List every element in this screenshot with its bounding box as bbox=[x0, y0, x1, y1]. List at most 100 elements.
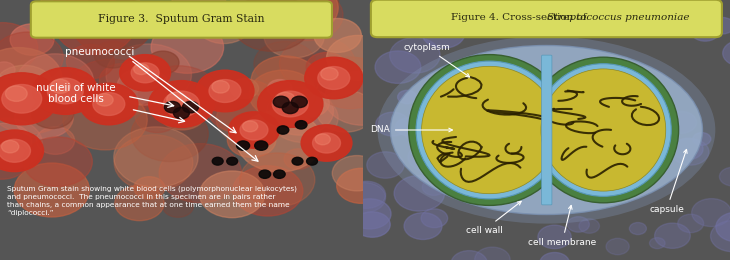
Circle shape bbox=[147, 51, 179, 74]
Circle shape bbox=[296, 121, 307, 129]
Circle shape bbox=[196, 4, 252, 44]
Circle shape bbox=[66, 0, 118, 25]
Circle shape bbox=[0, 48, 62, 110]
Circle shape bbox=[28, 78, 58, 99]
Circle shape bbox=[31, 98, 74, 128]
Circle shape bbox=[151, 21, 223, 73]
Circle shape bbox=[231, 0, 278, 17]
Circle shape bbox=[255, 141, 268, 150]
Circle shape bbox=[94, 41, 131, 68]
Circle shape bbox=[307, 157, 318, 165]
Circle shape bbox=[280, 37, 356, 91]
Circle shape bbox=[0, 139, 31, 162]
Circle shape bbox=[314, 18, 361, 53]
Circle shape bbox=[93, 93, 125, 115]
Circle shape bbox=[723, 40, 730, 66]
Circle shape bbox=[68, 59, 154, 121]
Circle shape bbox=[209, 80, 241, 102]
Text: pneumococci: pneumococci bbox=[65, 47, 134, 57]
Circle shape bbox=[325, 71, 401, 125]
Circle shape bbox=[258, 81, 323, 127]
Circle shape bbox=[398, 90, 417, 104]
FancyBboxPatch shape bbox=[542, 55, 552, 205]
Circle shape bbox=[292, 157, 303, 165]
Circle shape bbox=[288, 8, 323, 34]
Circle shape bbox=[320, 68, 338, 80]
Circle shape bbox=[106, 44, 191, 105]
Circle shape bbox=[672, 138, 703, 160]
Circle shape bbox=[120, 55, 171, 91]
Circle shape bbox=[376, 112, 410, 136]
Circle shape bbox=[47, 0, 94, 29]
Circle shape bbox=[159, 144, 242, 203]
Circle shape bbox=[315, 57, 386, 109]
Circle shape bbox=[312, 133, 340, 153]
Circle shape bbox=[691, 21, 720, 41]
Circle shape bbox=[199, 171, 265, 218]
Text: Streptococcus pneumoniae: Streptococcus pneumoniae bbox=[547, 14, 689, 22]
Circle shape bbox=[182, 101, 199, 113]
Circle shape bbox=[163, 195, 193, 217]
Circle shape bbox=[409, 15, 435, 34]
Circle shape bbox=[99, 63, 145, 96]
Circle shape bbox=[227, 157, 238, 165]
Circle shape bbox=[134, 64, 149, 75]
Circle shape bbox=[312, 0, 339, 11]
Circle shape bbox=[343, 183, 385, 213]
Circle shape bbox=[17, 54, 93, 109]
Circle shape bbox=[0, 78, 26, 107]
Circle shape bbox=[149, 81, 214, 127]
Circle shape bbox=[283, 102, 299, 114]
Circle shape bbox=[375, 51, 421, 83]
Circle shape bbox=[692, 199, 730, 226]
Circle shape bbox=[114, 135, 193, 191]
Circle shape bbox=[672, 139, 709, 165]
Circle shape bbox=[206, 79, 282, 134]
Circle shape bbox=[451, 251, 488, 260]
Circle shape bbox=[348, 199, 391, 229]
Circle shape bbox=[390, 37, 440, 73]
Circle shape bbox=[216, 93, 289, 146]
Circle shape bbox=[710, 220, 730, 252]
Circle shape bbox=[404, 125, 427, 141]
Circle shape bbox=[240, 153, 315, 207]
Circle shape bbox=[164, 91, 199, 117]
Circle shape bbox=[347, 181, 385, 208]
Circle shape bbox=[567, 217, 589, 232]
Ellipse shape bbox=[377, 36, 715, 224]
Circle shape bbox=[354, 212, 391, 237]
Circle shape bbox=[50, 79, 70, 93]
Circle shape bbox=[91, 0, 121, 20]
Ellipse shape bbox=[541, 69, 666, 191]
Circle shape bbox=[139, 18, 164, 36]
Circle shape bbox=[264, 15, 324, 58]
Circle shape bbox=[272, 0, 343, 41]
Circle shape bbox=[650, 238, 665, 249]
Circle shape bbox=[159, 96, 206, 130]
Circle shape bbox=[40, 0, 100, 26]
Circle shape bbox=[117, 68, 169, 105]
Circle shape bbox=[134, 177, 165, 199]
Circle shape bbox=[254, 42, 316, 86]
Circle shape bbox=[404, 213, 442, 239]
Circle shape bbox=[579, 219, 599, 233]
FancyBboxPatch shape bbox=[371, 0, 722, 37]
Circle shape bbox=[273, 96, 289, 108]
Circle shape bbox=[315, 134, 331, 145]
Circle shape bbox=[284, 149, 312, 169]
Circle shape bbox=[172, 0, 226, 22]
Circle shape bbox=[629, 223, 647, 235]
Text: cell wall: cell wall bbox=[466, 201, 521, 235]
Circle shape bbox=[47, 78, 83, 104]
Circle shape bbox=[261, 0, 338, 36]
Circle shape bbox=[251, 56, 319, 105]
Circle shape bbox=[720, 167, 730, 186]
Circle shape bbox=[0, 118, 42, 170]
Circle shape bbox=[266, 87, 334, 135]
Circle shape bbox=[606, 238, 629, 255]
Circle shape bbox=[174, 107, 189, 119]
Circle shape bbox=[0, 62, 15, 78]
Circle shape bbox=[80, 83, 138, 125]
Circle shape bbox=[422, 179, 445, 195]
Circle shape bbox=[0, 23, 38, 73]
